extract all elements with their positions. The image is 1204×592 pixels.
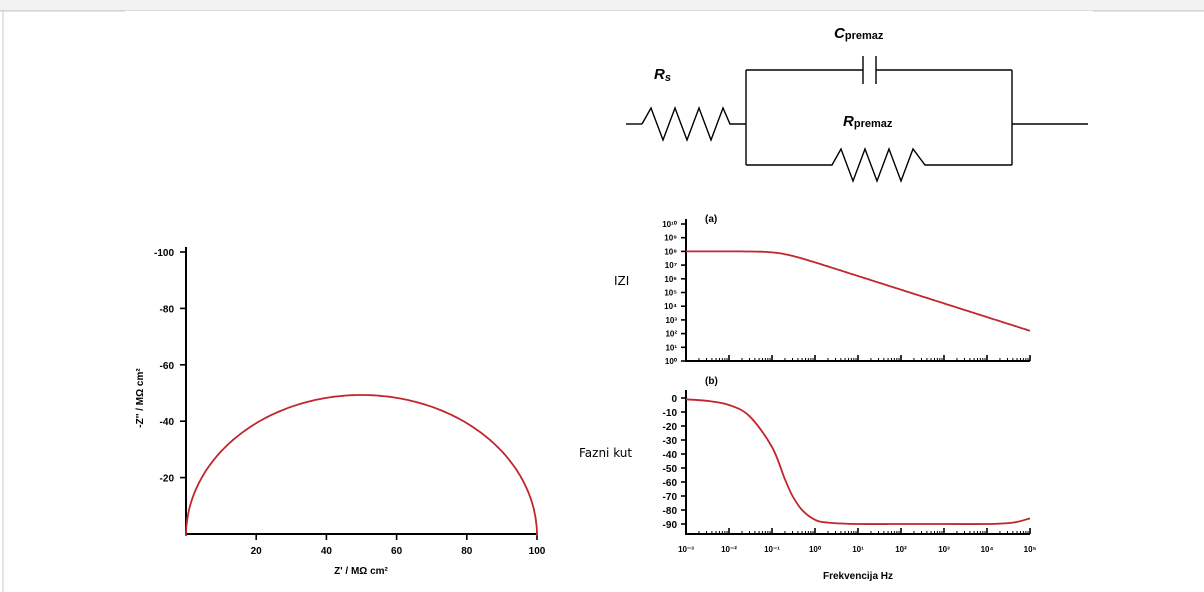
bode-a-ytick-label: 10¹⁰ (662, 220, 678, 229)
label-c-premaz: Cpremaz (834, 25, 884, 42)
bode-b-xtick-label: 10⁻¹ (764, 545, 780, 554)
bode-b-ytick-label: -60 (663, 478, 678, 489)
bode-b-ytick-label: -20 (663, 422, 678, 433)
label-c-main: C (834, 25, 846, 42)
bode-a-ticks: 10¹⁰ 10⁹ 10⁸ 10⁷ 10⁶ 10⁵ 10⁴ 10³ 10² 10¹ 10⁰ (662, 220, 1031, 366)
bode-b-ytick-label: -50 (663, 464, 678, 475)
label-rs: Rs (654, 66, 671, 84)
bode-b-xlabel: Frekvencija Hz (823, 571, 893, 582)
top-bar (0, 0, 1204, 11)
bode-b-ytick-label: -40 (663, 450, 678, 461)
bode-b-curve (685, 398, 1031, 525)
bode-magnitude-chart: 10¹⁰ 10⁹ 10⁸ 10⁷ 10⁶ 10⁵ 10⁴ 10³ 10² 10¹ 10⁰ (a) I… (614, 214, 1031, 366)
nyquist-xtick-label: 20 (251, 546, 263, 557)
nyquist-ytick-label: -60 (160, 361, 175, 372)
bode-a-ytick-label: 10⁴ (664, 302, 677, 311)
bode-a-ytick-label: 10³ (665, 316, 677, 325)
nyquist-ytick-label: -40 (160, 417, 175, 428)
bode-a-ytick-label: 10¹ (665, 343, 677, 352)
bode-b-ytick-label: -70 (663, 492, 678, 503)
bode-a-ytick-label: 10⁰ (665, 357, 678, 366)
bode-b-xtick-label: 10⁵ (1024, 545, 1037, 554)
bode-b-xtick-label: 10⁻³ (678, 545, 694, 554)
nyquist-xtick-label: 60 (391, 546, 403, 557)
label-r-premaz: Rpremaz (843, 113, 893, 130)
bode-a-ytick-label: 10⁵ (664, 289, 677, 298)
bode-b-xtick-label: 10² (895, 545, 907, 554)
bode-b-ytick-label: -10 (663, 408, 678, 419)
nyquist-xtick-label: 80 (461, 546, 473, 557)
label-r-main: R (843, 113, 854, 130)
nyquist-chart: 20 40 60 80 100-100-80-60-40-20 Z' / MΩ cm² … (135, 247, 546, 577)
bode-b-ticks: 0 -10 -20 -30 -40 -50 -60 -70 -80 -90 10⁻³ 10⁻² 10⁻¹… (663, 394, 1037, 554)
bode-b-panel-label: (b) (705, 376, 718, 387)
nyquist-ytick-label: -100 (154, 248, 174, 259)
equivalent-circuit: Rs Cpremaz Rpremaz (626, 25, 1088, 183)
bode-b-ytick-label: -30 (663, 436, 678, 447)
label-rs-sub: s (665, 72, 671, 84)
nyquist-xtick-label: 100 (529, 546, 546, 557)
bode-a-ytick-label: 10⁷ (665, 261, 677, 270)
bode-a-ytick-label: 10⁹ (664, 234, 677, 243)
nyquist-curve (185, 394, 538, 536)
bode-b-ytick-label: -90 (663, 520, 678, 531)
bode-b-ylabel: Fazni kut (579, 446, 632, 460)
nyquist-ytick-label: -80 (160, 304, 175, 315)
capacitor-plates (862, 56, 877, 84)
nyquist-ytick-label: -20 (160, 474, 175, 485)
nyquist-xlabel: Z' / MΩ cm² (334, 566, 388, 577)
bode-b-ytick-label: 0 (671, 394, 677, 405)
nyquist-ticks: 20 40 60 80 100 -100 -80 -60 -40 -20 (154, 248, 546, 557)
bode-a-ytick-label: 10⁸ (664, 247, 677, 256)
label-rs-main: R (654, 66, 665, 83)
nyquist-axes (185, 247, 537, 535)
bode-a-ytick-label: 10² (665, 330, 677, 339)
bode-b-xtick-label: 10⁰ (809, 545, 822, 554)
bode-b-ytick-label: -80 (663, 506, 678, 517)
bode-b-axes (685, 390, 1030, 535)
nyquist-ylabel: -Z'' / MΩ cm² (135, 368, 146, 428)
bode-b-xtick-label: 10⁻² (721, 545, 737, 554)
resistor-rs (641, 106, 746, 142)
circuit-bottom-branch (746, 147, 1012, 183)
bode-a-axes (685, 219, 1030, 362)
bode-a-ylabel: IZI (614, 274, 629, 288)
bode-b-xtick-label: 10⁴ (981, 545, 994, 554)
bode-b-xtick-label: 10³ (938, 545, 950, 554)
bode-a-ytick-label: 10⁶ (664, 275, 677, 284)
bode-phase-chart: 0 -10 -20 -30 -40 -50 -60 -70 -80 -90 10⁻³ 10⁻² 10⁻¹… (579, 376, 1037, 582)
bode-b-xtick-label: 10¹ (852, 545, 864, 554)
bode-a-panel-label: (a) (705, 214, 717, 225)
label-c-sub: premaz (845, 30, 884, 42)
bode-a-curve (686, 250, 1031, 332)
label-r-sub: premaz (854, 118, 893, 130)
nyquist-xtick-label: 40 (321, 546, 333, 557)
